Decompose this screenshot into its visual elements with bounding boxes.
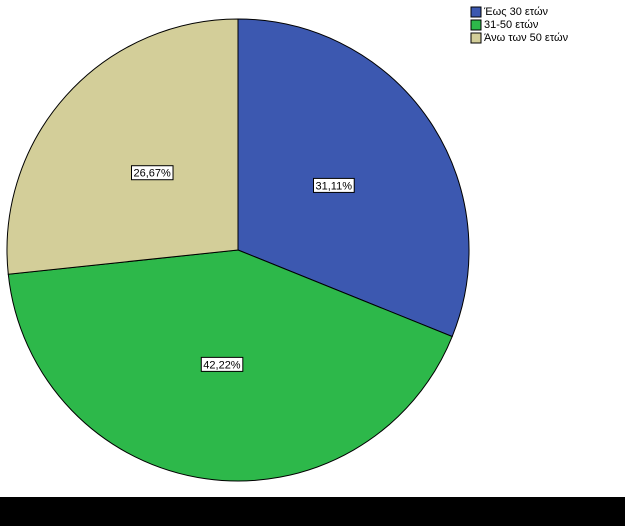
data-label-text: 26,67% [134, 168, 172, 180]
data-label-box [200, 356, 244, 372]
data-label-text: 42,22% [203, 359, 241, 371]
legend-label: 31-50 ετών [484, 19, 539, 31]
pie-slice [237, 18, 470, 338]
legend-swatch [470, 6, 482, 18]
data-label-box [313, 177, 355, 193]
legend-label: Άνω των 50 ετών [484, 32, 569, 44]
data-label: 26,67% [131, 165, 174, 181]
legend-swatch [470, 19, 482, 31]
data-label: 31,11% [313, 177, 355, 193]
data-label-box [131, 165, 174, 181]
legend-label: Έως 30 ετών [483, 6, 549, 18]
bottom-bar [0, 497, 625, 526]
legend-swatch [470, 32, 482, 44]
data-label-text: 31,11% [316, 180, 353, 192]
data-label: 42,22% [200, 356, 244, 372]
pie-slice [6, 18, 239, 275]
